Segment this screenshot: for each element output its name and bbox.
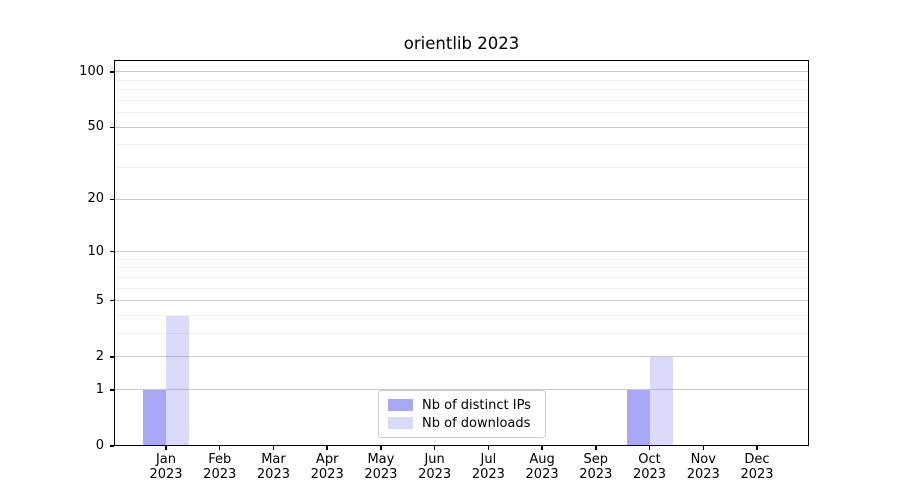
x-tick-label-month: Apr bbox=[315, 452, 339, 467]
x-tick-label-year: 2023 bbox=[525, 467, 559, 482]
legend-swatch-downloads bbox=[388, 417, 413, 429]
x-tick-mark bbox=[165, 446, 167, 450]
x-tick-mark bbox=[648, 446, 651, 450]
x-tick-mark bbox=[756, 446, 758, 450]
legend: Nb of distinct IPs Nb of downloads bbox=[378, 390, 546, 438]
gridline-minor bbox=[114, 99, 809, 101]
bar-distinct-ips bbox=[143, 389, 166, 446]
x-tick-label-year: 2023 bbox=[579, 467, 613, 482]
x-tick-label-month: Dec bbox=[744, 452, 770, 467]
legend-item-downloads: Nb of downloads bbox=[388, 417, 536, 430]
y-tick-mark bbox=[110, 71, 114, 73]
y-tick-label: 1 bbox=[95, 381, 104, 397]
x-tick-label-month: Mar bbox=[261, 452, 286, 467]
y-tick-mark bbox=[110, 198, 114, 200]
x-tick-label-year: 2023 bbox=[632, 467, 667, 482]
legend-label-downloads: Nb of downloads bbox=[422, 415, 531, 431]
y-tick-label: 50 bbox=[87, 119, 104, 135]
gridline-minor bbox=[114, 167, 809, 169]
bar-downloads bbox=[166, 315, 189, 446]
gridline-major bbox=[114, 198, 809, 200]
x-tick-label-month: Nov bbox=[690, 452, 716, 467]
gridline-minor bbox=[114, 112, 809, 114]
x-tick-label-month: May bbox=[367, 452, 395, 467]
gridline-major bbox=[114, 300, 809, 302]
y-tick-label: 20 bbox=[87, 191, 104, 207]
gridline-minor bbox=[114, 267, 809, 269]
gridline-major bbox=[114, 356, 809, 358]
y-tick-mark bbox=[110, 250, 114, 253]
x-tick-label-month: Sep bbox=[583, 452, 609, 467]
gridline-major bbox=[114, 251, 809, 253]
x-tick-label-month: Jun bbox=[424, 452, 445, 467]
legend-swatch-distinct-ips bbox=[388, 399, 413, 411]
gridline-major bbox=[114, 71, 809, 73]
y-tick-label: 0 bbox=[95, 438, 104, 453]
gridline-minor bbox=[114, 333, 809, 335]
x-tick-mark bbox=[272, 446, 275, 450]
x-tick-mark bbox=[595, 446, 597, 450]
gridline-major bbox=[114, 126, 809, 128]
y-tick-label: 100 bbox=[79, 63, 104, 79]
x-tick-label-year: 2023 bbox=[740, 467, 774, 482]
y-tick-mark bbox=[110, 389, 114, 391]
gridline-major bbox=[114, 389, 809, 391]
x-tick-mark bbox=[326, 446, 328, 450]
x-tick-label-year: 2023 bbox=[149, 467, 183, 482]
x-tick-mark bbox=[541, 446, 543, 450]
gridline-minor bbox=[114, 258, 809, 260]
x-tick-label-month: Jan bbox=[155, 452, 177, 467]
x-tick-mark bbox=[702, 446, 704, 450]
x-tick-label-year: 2023 bbox=[418, 467, 452, 482]
x-tick-mark bbox=[219, 446, 221, 450]
bar-downloads bbox=[649, 356, 673, 446]
chart-title: orientlib 2023 bbox=[403, 34, 520, 53]
x-tick-mark bbox=[433, 446, 436, 450]
legend-label-distinct-ips: Nb of distinct IPs bbox=[422, 397, 531, 413]
x-tick-label-year: 2023 bbox=[364, 467, 398, 482]
y-tick-mark bbox=[110, 356, 114, 358]
gridline-minor bbox=[114, 315, 809, 317]
plot-area-border bbox=[114, 60, 809, 446]
x-tick-label-month: Oct bbox=[638, 452, 661, 467]
y-tick-mark bbox=[110, 445, 114, 447]
y-tick-label: 10 bbox=[87, 243, 104, 259]
y-tick-label: 2 bbox=[95, 348, 104, 364]
x-tick-label-year: 2023 bbox=[686, 467, 720, 482]
gridline-minor bbox=[114, 276, 809, 278]
y-tick-label: 5 bbox=[95, 292, 104, 308]
x-tick-label-year: 2023 bbox=[256, 467, 290, 482]
x-tick-label-month: Jul bbox=[480, 452, 497, 467]
gridline-minor bbox=[114, 287, 809, 289]
bar-distinct-ips bbox=[626, 389, 650, 446]
gridline-minor bbox=[114, 79, 809, 81]
legend-item-distinct-ips: Nb of distinct IPs bbox=[388, 399, 536, 412]
gridline-minor bbox=[114, 89, 809, 91]
x-tick-label-year: 2023 bbox=[471, 467, 505, 482]
x-tick-label-year: 2023 bbox=[310, 467, 344, 482]
gridline-minor bbox=[114, 144, 809, 146]
y-tick-mark bbox=[110, 300, 114, 302]
x-tick-mark bbox=[487, 446, 490, 450]
x-tick-label-year: 2023 bbox=[203, 467, 237, 482]
y-tick-mark bbox=[110, 126, 114, 128]
x-tick-label-month: Aug bbox=[529, 452, 555, 467]
x-tick-label-month: Feb bbox=[208, 452, 232, 467]
x-tick-mark bbox=[380, 446, 382, 450]
